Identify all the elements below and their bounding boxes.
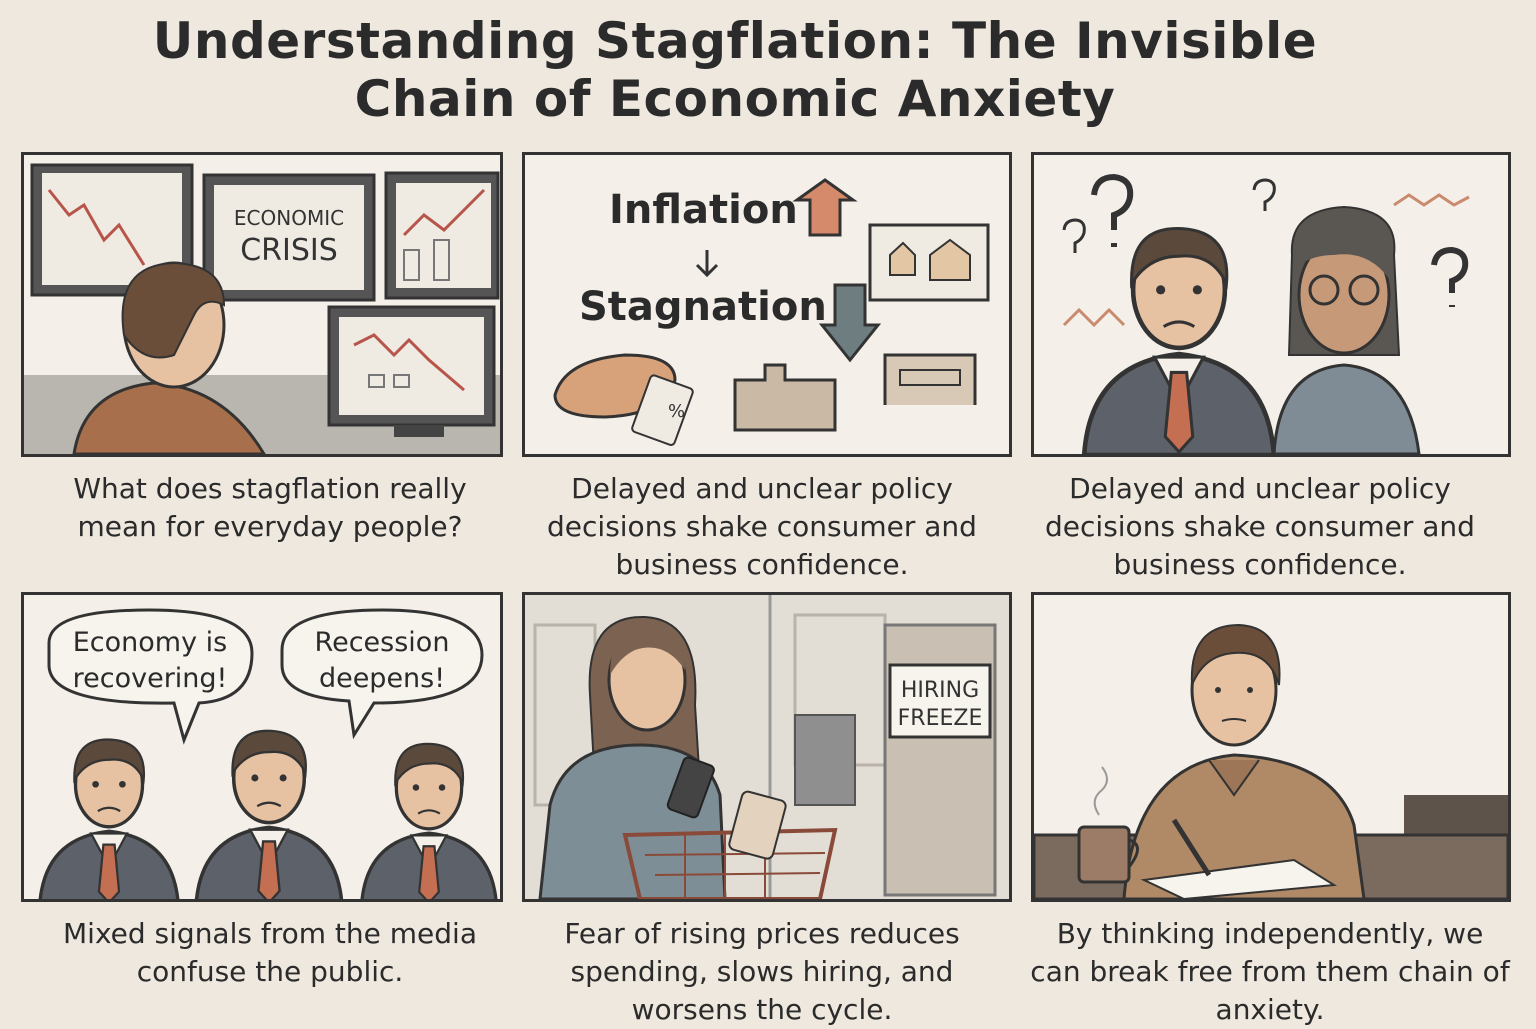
- drawing-path: [47, 189, 146, 266]
- drawing-line: [1171, 818, 1212, 877]
- screen-text: CRISIS: [240, 233, 338, 268]
- drawing-path: [1091, 173, 1134, 247]
- drawing-rect: [899, 369, 961, 386]
- tag-text: %: [668, 401, 685, 422]
- drawing-path: [610, 626, 685, 675]
- scene: Economy is recovering! Recession deepens…: [37, 608, 499, 899]
- panel: Inflation Stagnation %: [522, 152, 1012, 457]
- drawing-path: [353, 333, 465, 392]
- drawing-rect: [433, 239, 450, 281]
- title-line: Understanding Stagflation: The Invisible: [152, 12, 1318, 70]
- panel: [1031, 592, 1511, 902]
- drawing-path: [1190, 623, 1281, 686]
- drawing-path: [1393, 193, 1470, 207]
- panel: Economy is recovering! Recession deepens…: [21, 592, 503, 902]
- drawing-rect: [666, 756, 715, 819]
- drawing-path: [1272, 363, 1421, 454]
- man: [359, 742, 499, 899]
- scene: [1062, 173, 1470, 454]
- drawing-path: [1140, 858, 1338, 899]
- drawing-path: [1221, 718, 1247, 722]
- man: [194, 728, 344, 899]
- drawing-path: [280, 608, 484, 740]
- drawing-path: [1127, 838, 1139, 868]
- bubble-text: recovering!: [73, 663, 228, 694]
- scene: [1034, 623, 1508, 899]
- caption: Delayed and unclear policy decisions sha…: [1045, 472, 1475, 581]
- bubble-text: Economy is: [73, 627, 228, 658]
- panel: ECONOMIC CRISIS: [21, 152, 503, 457]
- drawing-rect: [214, 185, 364, 290]
- drawing-rect: [888, 663, 992, 739]
- drawing-rect: [728, 790, 787, 860]
- panel: HIRING FREEZE: [522, 592, 1012, 902]
- drawing-rect: [794, 714, 856, 806]
- sign-text: FREEZE: [898, 706, 983, 731]
- scene: HIRING FREEZE: [525, 595, 1009, 899]
- inflation-label: Inflation: [609, 187, 798, 233]
- caption: By thinking independently, we can break …: [1030, 917, 1510, 1026]
- title-line: Chain of Economic Anxiety: [354, 70, 1116, 128]
- drawing-path: [1093, 766, 1108, 816]
- drawing-path: [695, 250, 719, 278]
- drawing-circle: [1247, 687, 1253, 693]
- caption: Mixed signals from the media confuse the…: [63, 917, 477, 988]
- drawing-rect: [368, 374, 385, 388]
- drawing-circle: [1215, 687, 1221, 693]
- drawing-path: [121, 261, 226, 359]
- sign-text: HIRING: [901, 678, 979, 703]
- drawing-path: [1122, 753, 1366, 899]
- drawing-rect: [394, 425, 444, 437]
- drawing-rect: [393, 374, 410, 388]
- drawing-rect: [403, 249, 420, 281]
- worried-man: [1084, 228, 1274, 454]
- drawing-path: [1208, 759, 1260, 797]
- drawing-path: [644, 832, 826, 899]
- drawing-rect: [631, 374, 694, 446]
- drawing-rect: [1077, 825, 1131, 884]
- drawing-circle: [1308, 274, 1340, 306]
- bubble-text: deepens!: [319, 663, 445, 694]
- drawing-path: [402, 188, 486, 237]
- drawing-circle: [1348, 274, 1380, 306]
- drawing-path: [733, 363, 837, 432]
- drawing-rect: [339, 317, 484, 415]
- man: [37, 737, 181, 899]
- drawing-path: [792, 178, 858, 237]
- caption: What does stagflation really mean for ev…: [73, 472, 467, 543]
- caption: Delayed and unclear policy decisions sha…: [547, 472, 977, 581]
- panel: [1031, 152, 1511, 457]
- scene: ECONOMIC CRISIS: [24, 163, 500, 454]
- screen-text: ECONOMIC: [234, 206, 344, 230]
- drawing-path: [1062, 307, 1126, 328]
- drawing-path: [1431, 246, 1469, 307]
- drawing-path: [818, 283, 882, 363]
- drawing-path: [1062, 218, 1086, 253]
- caption: Fear of rising prices reduces spending, …: [564, 917, 960, 1026]
- drawing-path: [47, 608, 254, 745]
- bubble-text: Recession: [315, 627, 450, 658]
- scene: Inflation Stagnation %: [553, 178, 990, 446]
- drawing-path: [883, 353, 977, 405]
- drawing-path: [889, 238, 971, 281]
- stagnation-label: Stagnation: [579, 284, 827, 330]
- drawing-path: [1252, 178, 1276, 211]
- drawing-path: [1299, 233, 1390, 280]
